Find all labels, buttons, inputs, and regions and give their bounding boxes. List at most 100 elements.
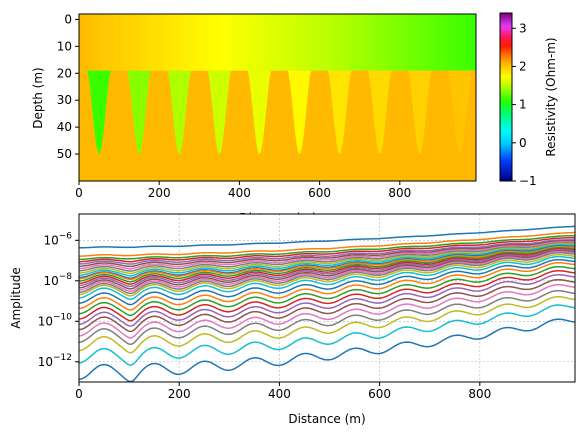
amplitude-line bbox=[79, 236, 575, 263]
top-layer-cell bbox=[456, 14, 464, 71]
top-layer-cell bbox=[396, 14, 404, 71]
top-layer-cell bbox=[436, 14, 444, 71]
colorbar-tick-label: 1 bbox=[519, 98, 527, 112]
top-layer-cell bbox=[145, 14, 153, 71]
amplitude-line bbox=[79, 273, 575, 327]
colorbar-tick-label: 0 bbox=[519, 136, 527, 150]
x-tick-label: 600 bbox=[368, 387, 391, 401]
y-tick-label: 0 bbox=[64, 12, 72, 26]
amplitude-line bbox=[79, 253, 575, 297]
top-layer-cell bbox=[191, 14, 199, 71]
model-x-ticks: 0 200 400 600 800 bbox=[75, 181, 411, 200]
top-layer-cell bbox=[151, 14, 159, 71]
anomaly-bump bbox=[448, 70, 472, 155]
y-tick-label: 10−8 bbox=[43, 272, 72, 288]
top-layer-cell bbox=[251, 14, 259, 71]
amplitude-line bbox=[79, 278, 575, 333]
anomaly-bump bbox=[367, 70, 392, 155]
amplitude-line bbox=[79, 247, 575, 283]
amplitude-line bbox=[79, 258, 575, 306]
colorbar: −1 0 1 2 3 Resistivity (Ohm-m) bbox=[499, 12, 558, 188]
y-tick-label: 30 bbox=[57, 93, 72, 107]
top-layer-cell bbox=[204, 14, 212, 71]
top-layer-cell bbox=[323, 14, 332, 71]
amplitude-line bbox=[79, 242, 575, 272]
top-layer-cell bbox=[409, 14, 418, 71]
amplitude-line bbox=[79, 225, 575, 249]
colorbar-strip bbox=[499, 12, 513, 182]
top-layer-cell bbox=[310, 14, 318, 71]
amplitude-line bbox=[79, 251, 575, 295]
top-layer-cell bbox=[297, 14, 305, 71]
model-axes-frame bbox=[78, 13, 477, 182]
top-layer-cell bbox=[244, 14, 252, 71]
amplitude-series bbox=[79, 225, 575, 382]
top-layer-cell bbox=[264, 14, 272, 71]
y-tick-label: 10−6 bbox=[43, 231, 72, 247]
colorbar-label: Resistivity (Ohm-m) bbox=[544, 37, 558, 156]
top-layer-cell bbox=[416, 14, 424, 71]
top-layer-cell bbox=[469, 14, 476, 71]
top-layer-cell bbox=[370, 14, 378, 71]
y-tick-label: 10−12 bbox=[38, 353, 72, 369]
x-tick-label: 400 bbox=[268, 387, 291, 401]
top-layer-cell bbox=[171, 14, 179, 71]
amplitude-line bbox=[79, 283, 575, 339]
top-layer-cell bbox=[337, 14, 345, 71]
top-layer-cell bbox=[270, 14, 279, 71]
x-tick-label: 800 bbox=[388, 186, 411, 200]
anomaly-bump bbox=[87, 70, 111, 155]
top-layer-cell bbox=[277, 14, 285, 71]
top-layer-cell bbox=[165, 14, 173, 71]
anomaly-bump bbox=[127, 70, 152, 155]
amplitude-x-ticks: 0 200 400 600 800 bbox=[75, 382, 491, 401]
amplitude-x-axis-label: Distance (m) bbox=[288, 412, 365, 426]
colorbar-tick-label: 2 bbox=[519, 59, 527, 73]
top-layer-cell bbox=[257, 14, 265, 71]
model-y-axis-label: Depth (m) bbox=[31, 67, 45, 128]
top-layer-cell bbox=[449, 14, 457, 71]
top-layer-cell bbox=[363, 14, 371, 71]
y-tick-label: 20 bbox=[57, 66, 72, 80]
amplitude-line bbox=[79, 245, 575, 279]
top-layer-cell bbox=[462, 14, 470, 71]
top-layer-cell bbox=[330, 14, 338, 71]
top-layer-cell bbox=[158, 14, 166, 71]
y-tick-label: 50 bbox=[57, 147, 72, 161]
amplitude-line bbox=[79, 246, 575, 281]
top-layer-cell bbox=[112, 14, 120, 71]
top-layer-cell bbox=[350, 14, 358, 71]
top-layer-cell bbox=[423, 14, 431, 71]
anomaly-bump bbox=[207, 70, 232, 155]
amplitude-line bbox=[79, 241, 575, 270]
amplitude-line bbox=[79, 318, 575, 382]
amplitude-line bbox=[79, 248, 575, 285]
amplitude-line bbox=[79, 289, 575, 345]
amplitude-line bbox=[79, 244, 575, 277]
top-layer-cell bbox=[118, 14, 126, 71]
x-tick-label: 400 bbox=[228, 186, 251, 200]
top-layer-cell bbox=[131, 14, 140, 71]
y-tick-exponent: −8 bbox=[59, 272, 73, 282]
amplitude-line bbox=[79, 234, 575, 261]
x-tick-label: 600 bbox=[308, 186, 331, 200]
top-layer-cell bbox=[376, 14, 384, 71]
top-layer-cell bbox=[284, 14, 292, 71]
amplitude-line bbox=[79, 243, 575, 275]
y-tick-exponent: −6 bbox=[59, 231, 73, 241]
top-layer-cell bbox=[211, 14, 219, 71]
anomaly-bump bbox=[327, 70, 352, 155]
x-tick-label: 200 bbox=[168, 387, 191, 401]
y-tick-exponent: −10 bbox=[53, 312, 72, 322]
top-layer-cell bbox=[184, 14, 193, 71]
amplitude-line bbox=[79, 261, 575, 311]
amplitude-line bbox=[79, 250, 575, 292]
anomaly-bump bbox=[287, 70, 312, 155]
anomaly-bump bbox=[407, 70, 432, 155]
top-layer-cell bbox=[403, 14, 411, 71]
amplitude-line bbox=[79, 269, 575, 322]
top-layer-cell bbox=[231, 14, 239, 71]
top-layer-cell bbox=[178, 14, 186, 71]
y-tick-label: 10−10 bbox=[38, 312, 73, 328]
